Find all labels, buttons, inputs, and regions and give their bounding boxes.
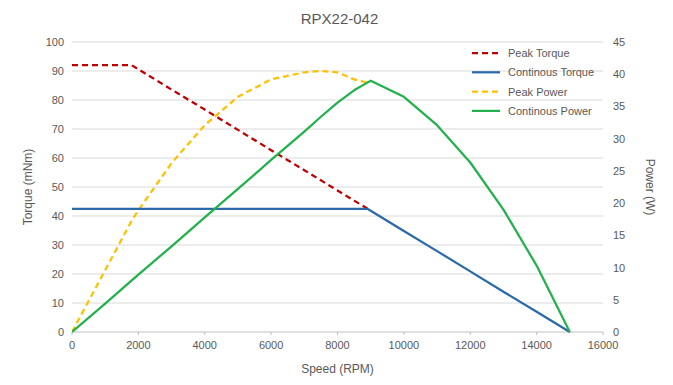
x-tick bbox=[403, 332, 404, 335]
y2-tick bbox=[603, 138, 606, 139]
series-line bbox=[72, 209, 570, 332]
y-tick-label: 40 bbox=[52, 210, 64, 222]
grid-line bbox=[72, 42, 603, 43]
x-tick bbox=[204, 332, 205, 335]
legend-swatch bbox=[472, 110, 500, 112]
y2-tick bbox=[603, 74, 606, 75]
x-tick-label: 6000 bbox=[259, 339, 283, 351]
y-tick-label: 20 bbox=[52, 268, 64, 280]
y2-tick-label: 40 bbox=[613, 68, 625, 80]
x-tick-label: 2000 bbox=[126, 339, 150, 351]
legend-label: Peak Power bbox=[508, 86, 568, 98]
series-line bbox=[72, 81, 570, 332]
x-tick-label: 4000 bbox=[193, 339, 217, 351]
y2-axis-label: Power (W) bbox=[643, 159, 657, 216]
y-tick-label: 50 bbox=[52, 181, 64, 193]
legend-label: Continous Power bbox=[508, 105, 592, 117]
y2-tick bbox=[603, 267, 606, 268]
y2-tick-label: 35 bbox=[613, 100, 625, 112]
x-tick-label: 16000 bbox=[588, 339, 619, 351]
legend-swatch bbox=[472, 52, 500, 54]
y2-tick bbox=[603, 299, 606, 300]
y-tick-label: 0 bbox=[58, 326, 64, 338]
x-tick bbox=[72, 332, 73, 335]
x-tick-label: 14000 bbox=[521, 339, 552, 351]
x-tick bbox=[536, 332, 537, 335]
x-tick-label: 10000 bbox=[389, 339, 420, 351]
y2-tick bbox=[603, 170, 606, 171]
legend-label: Continous Torque bbox=[508, 66, 594, 78]
title: RPX22-042 bbox=[301, 10, 379, 27]
y-tick-label: 80 bbox=[52, 94, 64, 106]
x-tick-label: 0 bbox=[69, 339, 75, 351]
y2-tick bbox=[603, 106, 606, 107]
y2-tick bbox=[603, 42, 606, 43]
x-tick bbox=[271, 332, 272, 335]
plot-area bbox=[72, 65, 570, 332]
y2-tick-label: 25 bbox=[613, 165, 625, 177]
y2-tick bbox=[603, 203, 606, 204]
y-tick-label: 60 bbox=[52, 152, 64, 164]
x-tick bbox=[337, 332, 338, 335]
background bbox=[0, 0, 673, 385]
x-axis-label: Speed (RPM) bbox=[301, 362, 374, 376]
y-tick-label: 70 bbox=[52, 123, 64, 135]
y2-tick-label: 10 bbox=[613, 262, 625, 274]
y-tick-label: 10 bbox=[52, 297, 64, 309]
x-tick bbox=[603, 332, 604, 335]
y2-tick-label: 45 bbox=[613, 36, 625, 48]
series-line bbox=[72, 65, 367, 208]
y-tick-label: 30 bbox=[52, 239, 64, 251]
grid-line bbox=[72, 100, 603, 101]
x-tick bbox=[138, 332, 139, 335]
x-tick bbox=[470, 332, 471, 335]
legend-swatch bbox=[472, 71, 500, 73]
y-tick-label: 100 bbox=[46, 36, 64, 48]
y2-tick-label: 0 bbox=[613, 326, 619, 338]
legend-label: Peak Torque bbox=[508, 47, 570, 59]
legend: Peak Torque Continous Torque Peak Power Con… bbox=[472, 47, 594, 117]
y-axis-label: Torque (mNm) bbox=[21, 149, 35, 226]
x-tick-label: 8000 bbox=[325, 339, 349, 351]
y2-tick-label: 15 bbox=[613, 229, 625, 241]
x-tick-label: 12000 bbox=[455, 339, 486, 351]
y2-tick bbox=[603, 235, 606, 236]
y2-tick-label: 30 bbox=[613, 133, 625, 145]
legend-swatch bbox=[472, 90, 500, 92]
grid-line bbox=[72, 216, 603, 217]
y2-tick-label: 5 bbox=[613, 294, 619, 306]
y2-tick-label: 20 bbox=[613, 197, 625, 209]
grid-line bbox=[72, 274, 603, 275]
y-tick-label: 90 bbox=[52, 65, 64, 77]
grid-line bbox=[72, 158, 603, 159]
grid-line bbox=[72, 187, 603, 188]
grid-line bbox=[72, 129, 603, 130]
chart: RPX22-042 0 10 20 30 40 50 60 70 80 90 100 0 5 10 15 20 2… bbox=[0, 0, 673, 385]
